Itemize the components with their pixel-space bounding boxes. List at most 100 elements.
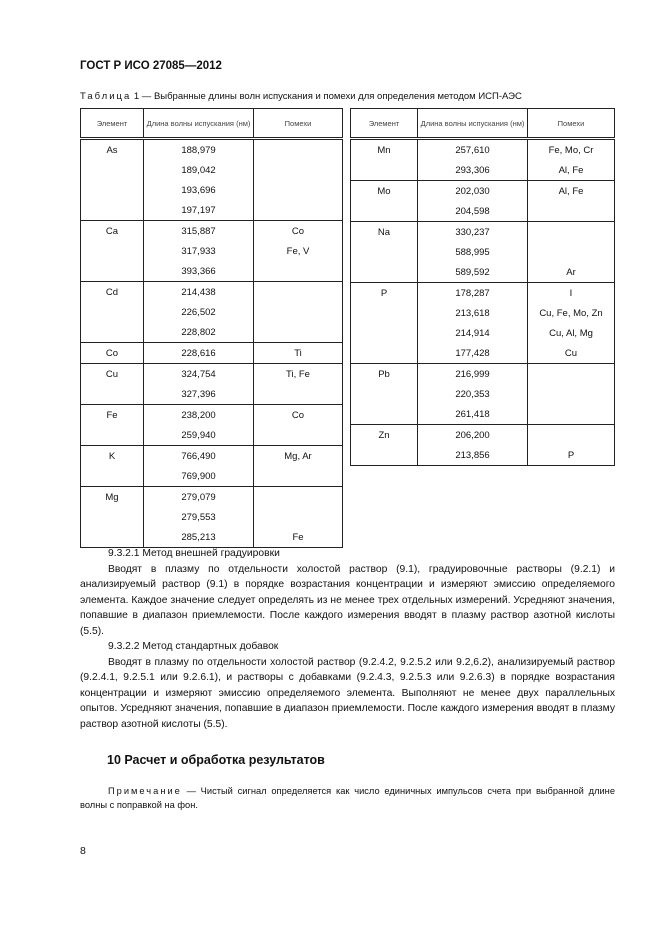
wavelength-cell: 228,802 (143, 322, 254, 343)
element-cell (350, 242, 418, 262)
wavelength-cell: 214,914 (417, 323, 528, 343)
interference-cell (527, 404, 615, 425)
interference-cell (253, 486, 343, 507)
element-cell: Co (80, 342, 144, 364)
wavelength-cell: 226,502 (143, 302, 254, 322)
interference-cell (253, 281, 343, 302)
wavelength-cell: 766,490 (143, 445, 254, 466)
element-cell: Mo (350, 180, 418, 201)
wavelength-cell: 216,999 (417, 363, 528, 384)
element-cell (80, 425, 144, 446)
element-cell (80, 180, 144, 200)
interference-cell (527, 384, 615, 404)
interference-cell (253, 466, 343, 487)
element-cell: Pb (350, 363, 418, 384)
element-cell: Cd (80, 281, 144, 302)
wavelength-cell: 188,979 (143, 138, 254, 160)
table-row: Ca 315,887 Co (80, 220, 343, 241)
interference-cell (527, 242, 615, 262)
table-row: 214,914 Cu, Al, Mg (350, 323, 615, 343)
table-row: 204,598 (350, 201, 615, 222)
table-row: 220,353 (350, 384, 615, 404)
caption-label: Таблица (80, 91, 132, 102)
wavelength-cell: 393,366 (143, 261, 254, 282)
wavelength-cell: 324,754 (143, 363, 254, 384)
table-row: Co 228,616 Ti (80, 342, 343, 364)
element-cell (80, 322, 144, 343)
interference-cell: Ti (253, 342, 343, 364)
table-row: K 766,490 Mg, Ar (80, 445, 343, 466)
element-cell (350, 303, 418, 323)
table-row: 228,802 (80, 322, 343, 343)
table-row: 213,618 Cu, Fe, Mo, Zn (350, 303, 615, 323)
subsection-heading: 9.3.2.2 Метод стандартных добавок (108, 641, 279, 652)
element-cell: Na (350, 221, 418, 242)
wavelength-cell: 220,353 (417, 384, 528, 404)
wavelength-cell: 327,396 (143, 384, 254, 405)
element-cell (350, 404, 418, 425)
element-cell (80, 302, 144, 322)
wavelength-cell: 589,592 (417, 262, 528, 283)
wavelength-cell: 588,995 (417, 242, 528, 262)
table-row: 193,696 (80, 180, 343, 200)
wavelength-cell: 213,856 (417, 445, 528, 466)
element-cell (80, 466, 144, 487)
wavelength-cell: 315,887 (143, 220, 254, 241)
note-text: — Чистый сигнал определяется как число е… (80, 786, 615, 810)
element-cell: Mn (350, 138, 418, 160)
interference-cell: Cu (527, 343, 615, 364)
table-row: 327,396 (80, 384, 343, 405)
column-header-element: Элемент (80, 108, 144, 140)
interference-cell: Fe, V (253, 241, 343, 261)
interference-cell: Ti, Fe (253, 363, 343, 384)
table-row: 261,418 (350, 404, 615, 425)
interference-cell (253, 425, 343, 446)
interference-cell (253, 302, 343, 322)
table-row: Na 330,237 (350, 221, 615, 242)
table-row: 317,933 Fe, V (80, 241, 343, 261)
interference-cell: Fe, Mo, Cr (527, 138, 615, 160)
paragraph: Вводят в плазму по отдельности холостой … (80, 563, 615, 637)
interference-cell (253, 384, 343, 405)
page-number: 8 (80, 845, 86, 857)
wavelength-table-left: Элемент Длина волны испускания (нм) Поме… (80, 108, 343, 548)
wavelength-cell: 293,306 (417, 160, 528, 181)
wavelength-cell: 206,200 (417, 424, 528, 445)
interference-cell: Cu, Al, Mg (527, 323, 615, 343)
interference-cell (527, 424, 615, 445)
interference-cell: P (527, 445, 615, 466)
table-row: 259,940 (80, 425, 343, 446)
column-header-interferences: Помехи (253, 108, 343, 140)
note-label: Примечание (108, 786, 182, 796)
wavelength-cell: 213,618 (417, 303, 528, 323)
table-row: 293,306 Al, Fe (350, 160, 615, 181)
table-row: Pb 216,999 (350, 363, 615, 384)
element-cell: Ca (80, 220, 144, 241)
column-header-wavelength: Длина волны испускания (нм) (143, 108, 254, 140)
table-row: 279,553 (80, 507, 343, 527)
document-header: ГОСТ Р ИСО 27085—2012 (80, 60, 222, 72)
table-caption: Таблица 1 — Выбранные длины волн испуска… (80, 91, 522, 102)
column-header-interferences: Помехи (527, 108, 615, 140)
element-cell (80, 527, 144, 548)
table-row: 189,042 (80, 160, 343, 180)
paragraph: Вводят в плазму по отдельности холостой … (80, 656, 615, 730)
wavelength-cell: 769,900 (143, 466, 254, 487)
wavelength-cell: 177,428 (417, 343, 528, 364)
element-cell (350, 262, 418, 283)
table-row: P 178,287 I (350, 282, 615, 303)
table-row: 769,900 (80, 466, 343, 487)
interference-cell (253, 261, 343, 282)
interference-cell: Al, Fe (527, 160, 615, 181)
element-cell (350, 445, 418, 466)
interference-cell: Mg, Ar (253, 445, 343, 466)
element-cell (80, 160, 144, 180)
table-row: 226,502 (80, 302, 343, 322)
wavelength-cell: 279,079 (143, 486, 254, 507)
table-row: Mn 257,610 Fe, Mo, Cr (350, 138, 615, 160)
wavelength-cell: 193,696 (143, 180, 254, 200)
interference-cell (253, 322, 343, 343)
element-cell (350, 201, 418, 222)
wavelength-cell: 228,616 (143, 342, 254, 364)
